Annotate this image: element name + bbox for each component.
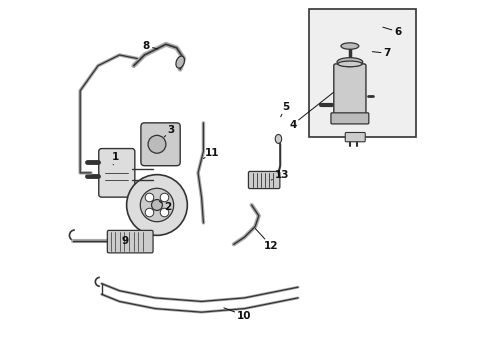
Ellipse shape — [275, 134, 281, 143]
Circle shape — [140, 188, 173, 222]
Circle shape — [151, 199, 162, 211]
Circle shape — [160, 208, 168, 217]
Text: 6: 6 — [382, 27, 401, 37]
FancyBboxPatch shape — [330, 113, 368, 124]
Bar — [308, 9, 415, 137]
Text: 13: 13 — [271, 170, 289, 180]
Ellipse shape — [337, 61, 361, 67]
FancyBboxPatch shape — [333, 64, 365, 117]
Circle shape — [148, 135, 165, 153]
Text: 1: 1 — [112, 152, 119, 165]
Ellipse shape — [176, 56, 184, 68]
Circle shape — [126, 175, 187, 235]
FancyBboxPatch shape — [345, 132, 365, 142]
Text: 7: 7 — [371, 48, 390, 58]
Ellipse shape — [340, 43, 358, 49]
Text: 5: 5 — [280, 102, 288, 117]
Text: 12: 12 — [255, 229, 278, 251]
Text: 9: 9 — [121, 236, 128, 246]
Text: 11: 11 — [203, 148, 219, 158]
Text: 10: 10 — [224, 308, 251, 321]
Text: 3: 3 — [164, 125, 175, 137]
Circle shape — [160, 193, 168, 202]
Text: 8: 8 — [142, 41, 158, 51]
Ellipse shape — [336, 58, 362, 67]
FancyBboxPatch shape — [248, 171, 279, 189]
Circle shape — [145, 208, 153, 217]
FancyBboxPatch shape — [99, 149, 135, 197]
Circle shape — [145, 193, 153, 202]
Text: 2: 2 — [159, 202, 171, 212]
Text: 4: 4 — [288, 93, 333, 130]
FancyBboxPatch shape — [141, 123, 180, 166]
FancyBboxPatch shape — [107, 230, 153, 253]
